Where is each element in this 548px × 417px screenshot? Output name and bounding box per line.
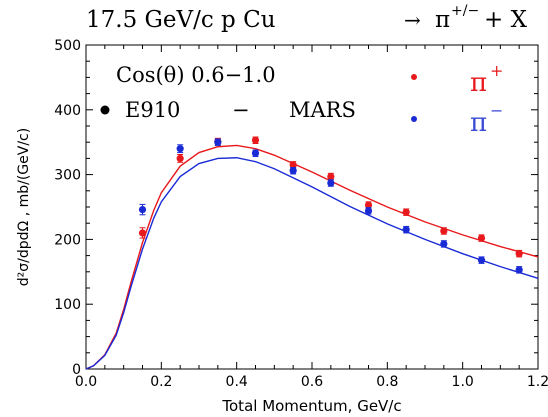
axis-tick-labels: 0.0 0.2 0.4 0.6 0.8 1.0 1.2 0 100 200 300 400 500 [54,38,548,390]
legend-data-label: E910 [125,98,180,122]
title-suffix: + X [484,7,528,33]
legend-piplus-marker [411,74,417,80]
data-point-piminus [176,145,184,153]
y-tick-label: 0 [72,362,81,378]
data-point-piminus [327,179,335,187]
data-point-piminus [402,226,410,234]
data-point-piplus [440,227,448,235]
data-point-piplus [515,250,523,258]
legend-model-dash: − [232,98,250,122]
x-tick-label: 1.2 [527,374,548,390]
model-curve-piplus [85,144,539,370]
x-tick-label: 0.0 [75,374,97,390]
x-tick-label: 0.8 [376,374,398,390]
x-tick-label: 0.6 [301,374,323,390]
data-point-piminus [289,167,297,175]
chart-title: 17.5 GeV/c p Cu [86,7,276,33]
data-point-piplus [327,172,335,181]
data-point-piminus [440,240,448,248]
x-axis-label: Total Momentum, GeV/c [221,397,401,415]
y-tick-label: 300 [54,168,81,184]
data-point-piminus [251,149,260,157]
data-point-piminus [364,207,373,215]
legend-piplus-symbol: π [470,68,487,98]
legend-piplus-sign: + [490,61,503,80]
data-points [138,136,523,274]
data-point-piplus [289,161,297,169]
data-point-piminus [515,266,523,274]
model-curve-piminus [85,157,539,370]
legend-data-marker [100,105,110,115]
data-point-piminus [477,256,486,264]
data-point-piplus [364,201,373,209]
axis-ticks [85,44,539,370]
legend-piminus-symbol: π [470,108,487,138]
legend-model-label: MARS [289,98,356,122]
angle-annotation: Cos(θ) 0.6−1.0 [116,63,276,87]
data-point-piplus [402,208,410,216]
title-arrow: → [404,8,421,32]
x-tick-label: 0.4 [226,374,248,390]
x-tick-label: 1.0 [452,374,474,390]
data-point-piplus [138,229,147,237]
data-point-piplus [251,136,260,144]
y-tick-label: 100 [54,297,81,313]
legend-piminus-marker [411,116,417,122]
title-pion-charge: +/− [451,3,479,19]
y-axis-label: d²σ/dpdΩ , mb/(GeV/c) [16,128,32,286]
data-point-piplus [477,234,486,242]
y-tick-label: 200 [54,232,81,248]
y-tick-label: 500 [54,38,81,54]
data-point-piminus [138,205,147,214]
y-tick-label: 400 [54,103,81,119]
x-tick-label: 0.2 [150,374,172,390]
data-point-piplus [176,154,184,162]
data-point-piminus [214,138,222,146]
model-curves [85,144,539,370]
legend-piminus-sign: − [490,101,503,120]
title-pion-symbol: π [435,7,450,33]
